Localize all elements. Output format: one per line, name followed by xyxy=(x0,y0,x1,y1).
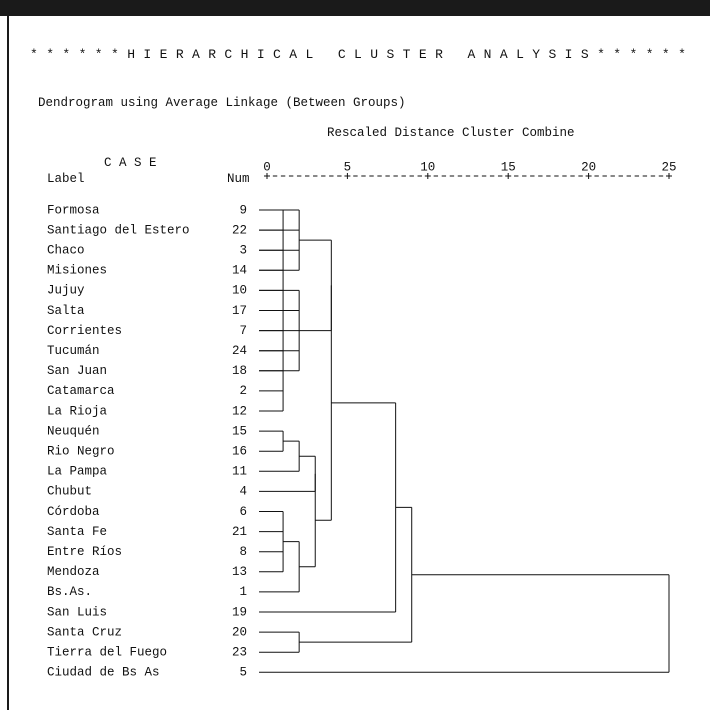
leaf-number: 14 xyxy=(232,264,247,278)
axis-tick-label: 5 xyxy=(344,160,352,174)
leaf-number: 22 xyxy=(232,223,247,237)
leaf-label: Catamarca xyxy=(47,384,115,398)
leaf-number: 1 xyxy=(239,585,247,599)
leaf-label: Rio Negro xyxy=(47,444,115,458)
leaf-label: San Juan xyxy=(47,364,107,378)
leaf-number: 8 xyxy=(239,545,247,559)
leaf-number: 2 xyxy=(239,384,247,398)
leaf-label: Chubut xyxy=(47,485,92,499)
leaf-label: Neuquén xyxy=(47,424,100,438)
leaf-label: Bs.As. xyxy=(47,585,92,599)
leaf-label: La Pampa xyxy=(47,465,108,479)
leaf-number: 6 xyxy=(239,505,247,519)
leaf-number: 21 xyxy=(232,525,247,539)
leaf-number: 23 xyxy=(232,645,247,659)
label-column-header: Label xyxy=(47,172,85,186)
leaf-number: 11 xyxy=(232,465,247,479)
page-title: * * * * * * H I E R A R C H I C A L C L … xyxy=(30,47,687,62)
axis-tick-label: 25 xyxy=(661,160,676,174)
leaf-number: 17 xyxy=(232,304,247,318)
leaf-label: Formosa xyxy=(47,203,100,217)
leaf-number: 3 xyxy=(239,243,247,257)
axis-tick-label: 0 xyxy=(263,160,271,174)
leaf-label: Santa Fe xyxy=(47,525,107,539)
leaf-number: 19 xyxy=(232,605,247,619)
leaf-label: La Rioja xyxy=(47,404,108,418)
leaf-label: Tucumán xyxy=(47,344,100,358)
leaf-label: Santa Cruz xyxy=(47,625,122,639)
leaf-label: Salta xyxy=(47,304,85,318)
axis-tick-label: 10 xyxy=(420,160,435,174)
leaf-label: Ciudad de Bs As xyxy=(47,666,160,680)
leaf-number: 9 xyxy=(239,203,247,217)
dendrogram-subtitle: Dendrogram using Average Linkage (Betwee… xyxy=(38,96,406,110)
leaf-label: Jujuy xyxy=(47,284,85,298)
leaf-number: 4 xyxy=(239,485,247,499)
leaf-number: 10 xyxy=(232,284,247,298)
leaf-number: 15 xyxy=(232,424,247,438)
window-top-bar xyxy=(0,0,710,16)
axis-tick-label: 20 xyxy=(581,160,596,174)
axis-tick-label: 15 xyxy=(501,160,516,174)
leaf-label: San Luis xyxy=(47,605,107,619)
leaf-label: Misiones xyxy=(47,264,107,278)
leaf-label: Mendoza xyxy=(47,565,100,579)
leaf-number: 12 xyxy=(232,404,247,418)
scale-title: Rescaled Distance Cluster Combine xyxy=(327,126,575,140)
leaf-label: Corrientes xyxy=(47,324,122,338)
leaf-number: 24 xyxy=(232,344,247,358)
leaf-number: 16 xyxy=(232,444,247,458)
window-left-border xyxy=(7,16,9,710)
leaf-number: 5 xyxy=(239,666,247,680)
leaf-number: 13 xyxy=(232,565,247,579)
case-header: C A S E xyxy=(104,156,157,170)
leaf-label: Córdoba xyxy=(47,505,100,519)
leaf-label: Entre Ríos xyxy=(47,545,122,559)
leaf-label: Tierra del Fuego xyxy=(47,645,167,659)
leaf-number: 18 xyxy=(232,364,247,378)
leaf-number: 7 xyxy=(239,324,247,338)
leaf-number: 20 xyxy=(232,625,247,639)
leaf-label: Santiago del Estero xyxy=(47,223,190,237)
num-column-header: Num xyxy=(227,172,250,186)
leaf-label: Chaco xyxy=(47,243,85,257)
